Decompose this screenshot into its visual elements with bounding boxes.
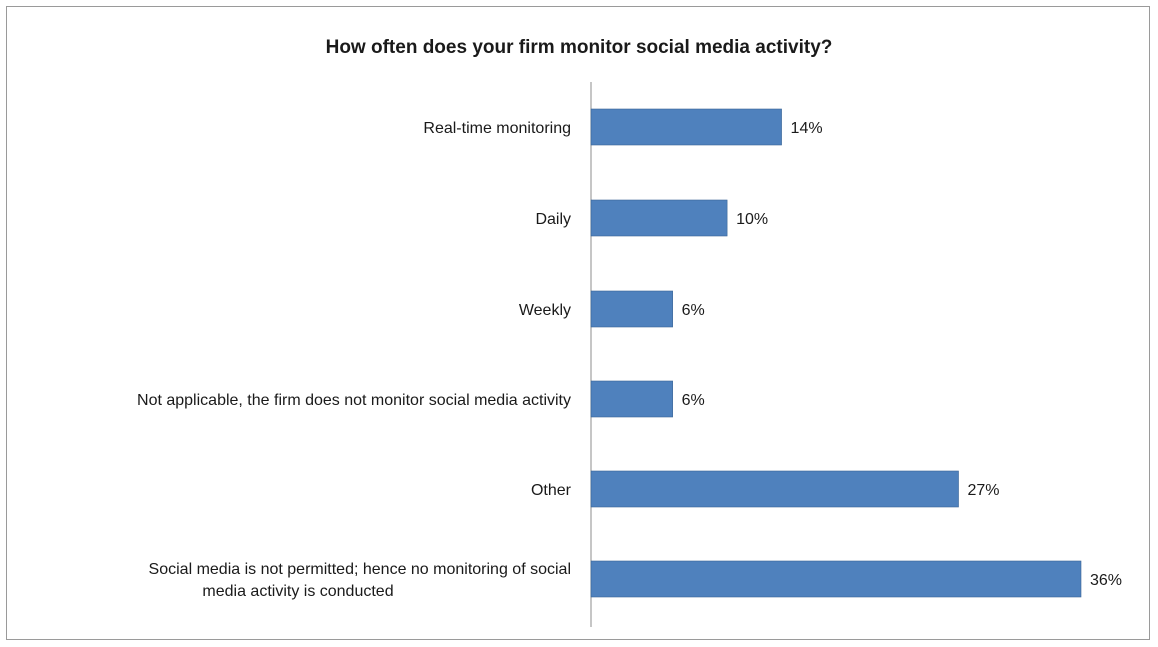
data-label: 10% [736, 211, 768, 228]
category-label: Weekly [519, 302, 571, 319]
category-label-line: Social media is not permitted; hence no … [149, 561, 571, 578]
chart-title: How often does your firm monitor social … [325, 37, 833, 58]
data-label: 14% [791, 120, 823, 137]
chart-frame: How often does your firm monitor social … [6, 6, 1150, 640]
category-label-line: Weekly [519, 302, 571, 319]
data-label: 6% [682, 302, 705, 319]
bar [590, 380, 673, 418]
category-label: Not applicable, the firm does not monito… [137, 392, 571, 409]
bar [590, 560, 1082, 598]
data-label: 36% [1090, 572, 1122, 589]
category-label-line: Daily [535, 211, 571, 228]
bar [590, 108, 782, 146]
category-label-line: Real-time monitoring [423, 120, 571, 137]
category-label: Social media is not permitted; hence no … [149, 561, 571, 600]
data-label: 6% [682, 392, 705, 409]
data-label: 27% [968, 482, 1000, 499]
bar [590, 290, 673, 328]
category-label: Other [531, 482, 572, 499]
category-label: Daily [535, 211, 571, 228]
category-label-line: Not applicable, the firm does not monito… [137, 392, 571, 409]
bar [590, 470, 959, 508]
category-label-line: Other [531, 482, 572, 499]
category-label: Real-time monitoring [423, 120, 571, 137]
bar [590, 199, 728, 237]
category-label-line: media activity is conducted [202, 583, 393, 600]
